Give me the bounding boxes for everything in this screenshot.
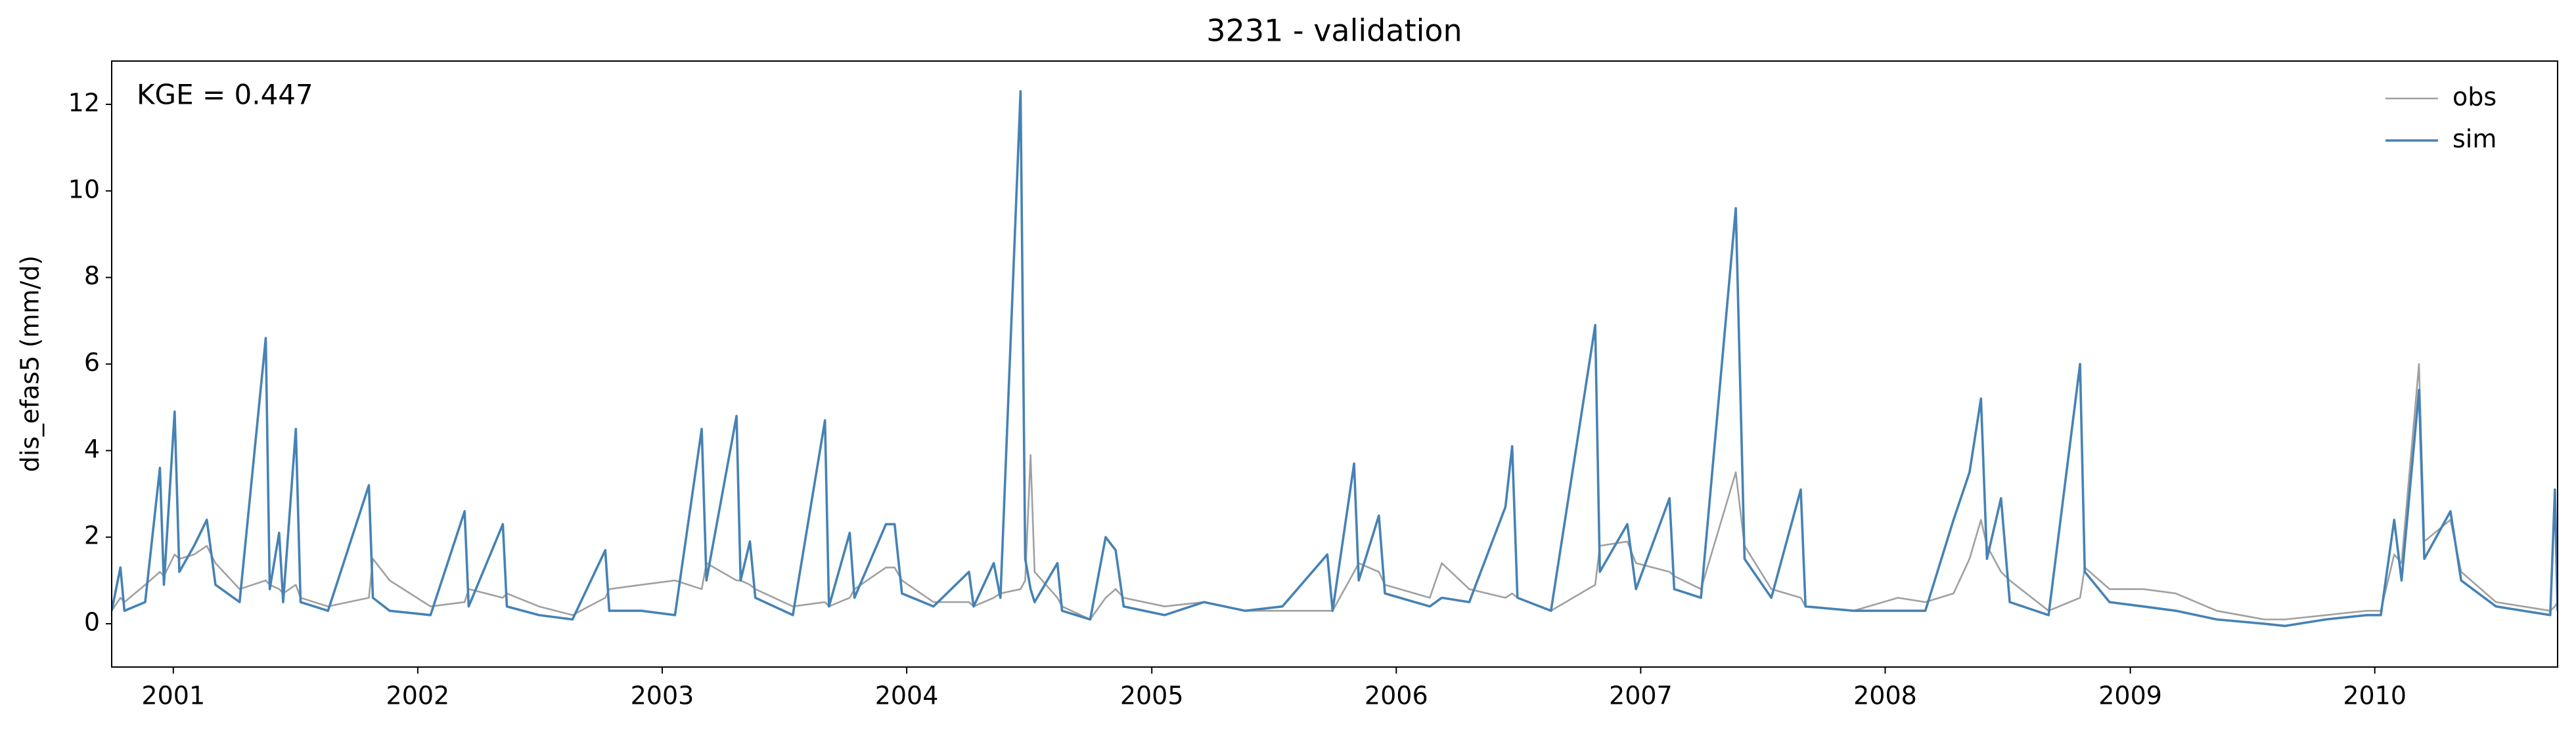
x-tick-label: 2001 [141, 681, 205, 710]
axes-frame [111, 60, 2558, 668]
annotation: KGE = 0.447 [137, 79, 313, 111]
y-tick-label: 12 [68, 88, 100, 117]
x-tick-label: 2008 [1853, 681, 1917, 710]
chart-title: 3231 - validation [1206, 13, 1462, 49]
series-line [112, 363, 2558, 620]
y-tick-label: 4 [84, 435, 100, 464]
y-tick-label: 10 [68, 175, 100, 204]
x-tick-label: 2006 [1365, 681, 1428, 710]
x-tick-label: 2004 [875, 681, 939, 710]
x-tick-label: 2002 [386, 681, 450, 710]
legend-label: obs [2452, 83, 2497, 112]
y-tick-label: 2 [84, 521, 100, 550]
series-line [112, 90, 2558, 628]
legend-label: sim [2452, 125, 2497, 154]
x-tick-label: 2009 [2098, 681, 2162, 710]
y-axis-label: dis_efas5 (mm/d) [16, 255, 45, 472]
y-tick-label: 8 [84, 261, 100, 290]
x-tick-label: 2005 [1120, 681, 1184, 710]
x-tick-label: 2010 [2343, 681, 2407, 710]
y-tick-label: 0 [84, 608, 100, 637]
x-tick-label: 2007 [1609, 681, 1673, 710]
y-tick-label: 6 [84, 348, 100, 377]
x-tick-label: 2003 [631, 681, 694, 710]
